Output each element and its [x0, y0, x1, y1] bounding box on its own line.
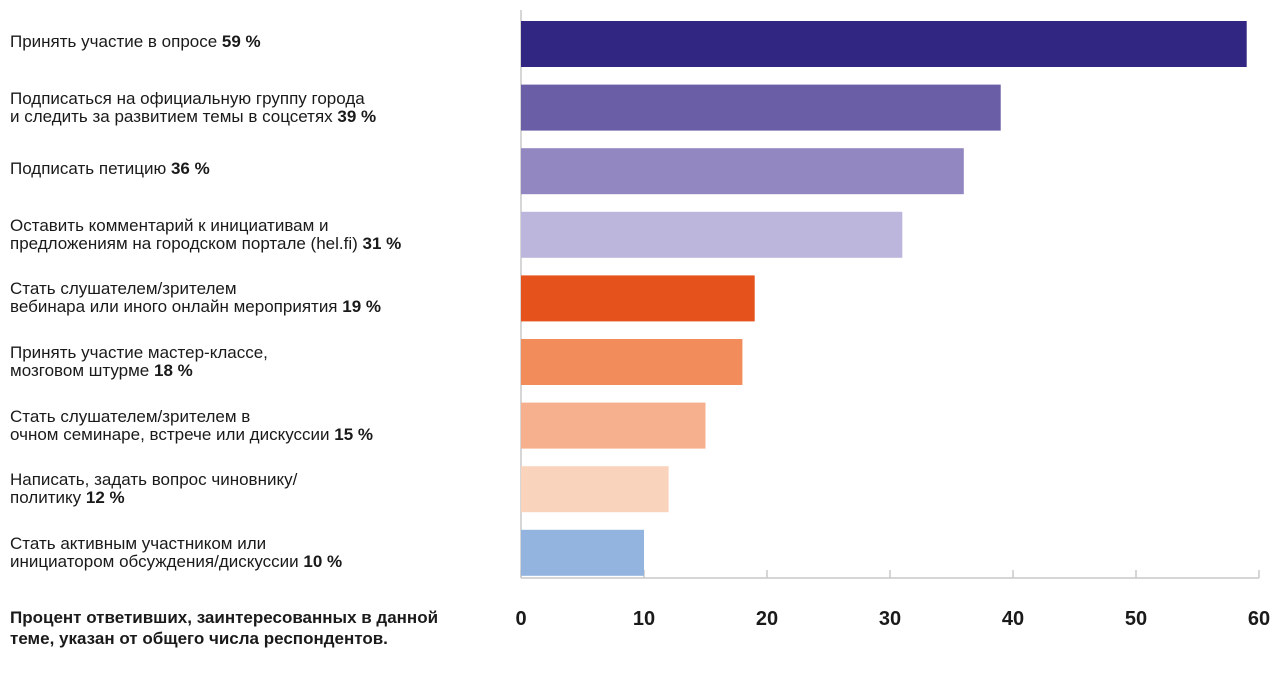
bar — [521, 21, 1247, 67]
category-label-text: Стать активным участником или — [10, 533, 267, 553]
bar — [521, 275, 755, 322]
category-label-line: вебинара или иного онлайн мероприятия 19… — [10, 298, 510, 316]
bar — [521, 211, 903, 258]
category-label-text: Стать слушателем/зрителем в — [10, 406, 251, 426]
value-label: 31 % — [362, 233, 402, 253]
bar — [521, 466, 669, 513]
category-label-line: и следить за развитием темы в соцсетях 3… — [10, 106, 510, 126]
value-label: 15 % — [334, 424, 373, 444]
value-label: 39 % — [337, 106, 377, 126]
value-label: 18 % — [154, 361, 193, 380]
bar — [521, 339, 743, 385]
bar — [521, 148, 964, 195]
category-label-line: Стать слушателем/зрителем — [10, 280, 510, 298]
category-label-text: инициатором обсуждения/дискуссии — [10, 551, 299, 571]
value-label: 59 % — [221, 32, 261, 51]
category-label-line: Написать, задать вопрос чиновнику/ — [10, 471, 510, 489]
chart-footnote: Процент ответивших, заинтересованных в д… — [10, 608, 439, 648]
x-tick-label: 20 — [756, 608, 778, 630]
category-label-line: политику 12 % — [10, 489, 510, 507]
category-label: Подписать петицию 36 % — [10, 160, 510, 178]
category-label-text: Подписаться на официальную группу города — [10, 88, 365, 108]
category-label-text: Оставить комментарий к инициативам и — [10, 215, 329, 235]
category-label-line: Принять участие в опросе 59 % — [10, 33, 510, 51]
value-label: 19 % — [342, 297, 381, 317]
category-label: Подписаться на официальную группу города… — [10, 88, 510, 126]
value-label: 12 % — [85, 488, 125, 508]
category-label-line: очном семинаре, встрече или дискуссии 15… — [10, 424, 510, 444]
x-tick-label: 60 — [1248, 608, 1270, 630]
category-label: Стать слушателем/зрителем вебинара или ин… — [10, 280, 510, 316]
category-label-text: мозговом штурме — [10, 361, 150, 380]
x-tick-label: 40 — [1002, 608, 1024, 630]
category-label-text: Принять участие в опросе — [10, 32, 218, 51]
value-label: 10 % — [303, 551, 343, 571]
category-label: Стать слушателем/зрителем в очном семинар… — [10, 406, 510, 444]
bar — [521, 84, 1001, 131]
category-label: Оставить комментарий к инициативам и пред… — [10, 215, 510, 253]
category-label-text: предложениям на городском портале (hel.f… — [10, 233, 358, 253]
category-label-line: Стать слушателем/зрителем в — [10, 406, 510, 426]
category-label-line: предложениям на городском портале (hel.f… — [10, 233, 510, 253]
category-label: Принять участие в опросе 59 % — [10, 33, 510, 51]
bar — [521, 402, 706, 449]
category-label-text: и следить за развитием темы в соцсетях — [10, 106, 333, 126]
category-label-text: Стать слушателем/зрителем — [10, 279, 237, 299]
category-label-text: Принять участие мастер-классе, — [10, 343, 268, 362]
category-label-line: инициатором обсуждения/дискуссии 10 % — [10, 551, 510, 571]
category-label: Написать, задать вопрос чиновнику/полити… — [10, 471, 510, 507]
category-label-line: мозговом штурме 18 % — [10, 362, 510, 380]
category-label-line: Оставить комментарий к инициативам и — [10, 215, 510, 235]
bar — [521, 529, 644, 576]
category-label-line: Подписаться на официальную группу города — [10, 88, 510, 108]
category-label: Стать активным участником или инициатором… — [10, 533, 510, 571]
category-label: Принять участие мастер-классе, мозговом ш… — [10, 344, 510, 380]
category-label-text: очном семинаре, встрече или дискуссии — [10, 424, 330, 444]
category-label-text: Написать, задать вопрос чиновнику/ — [10, 470, 298, 490]
value-label: 36 % — [170, 159, 210, 179]
x-tick-label: 50 — [1125, 608, 1147, 630]
category-label-text: вебинара или иного онлайн мероприятия — [10, 297, 338, 317]
x-tick-label: 30 — [879, 608, 901, 630]
category-label-line: Стать активным участником или — [10, 533, 510, 553]
category-label-line: Подписать петицию 36 % — [10, 160, 510, 178]
category-label-text: политику — [10, 488, 82, 508]
category-label-text: Подписать петицию — [10, 159, 167, 179]
x-tick-label: 10 — [633, 608, 655, 630]
category-label-line: Принять участие мастер-классе, — [10, 344, 510, 362]
x-tick-label: 0 — [515, 608, 526, 630]
